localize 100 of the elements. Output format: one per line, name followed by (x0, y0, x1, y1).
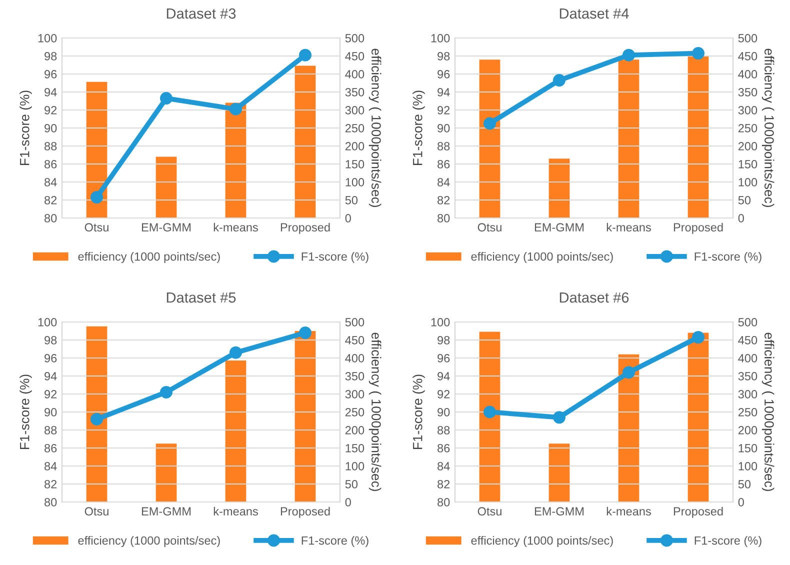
y-tick-label: 84 (438, 462, 450, 470)
bar (548, 444, 570, 502)
y-tick-label: 98 (44, 336, 57, 344)
y2-tick-label: 150 (738, 160, 758, 168)
bar (479, 332, 500, 502)
y2-tick-label: 50 (345, 196, 358, 204)
x-tick-label: EM-GMM (534, 223, 584, 232)
y-tick-label: 98 (438, 52, 450, 60)
y-tick-label: 96 (438, 354, 450, 362)
y2-tick-label: 450 (738, 52, 758, 60)
y-tick-label: 90 (44, 408, 57, 416)
y2-tick-label: 400 (345, 354, 364, 362)
y-tick-label: 94 (44, 372, 57, 380)
chart-title: Dataset #3 (166, 8, 236, 19)
y2-tick-label: 300 (738, 106, 758, 114)
y2-tick-label: 250 (345, 408, 364, 416)
y-tick-label: 92 (44, 390, 57, 398)
point (692, 47, 704, 60)
y2-tick-label: 450 (345, 52, 364, 60)
x-tick-label: k-means (214, 222, 258, 232)
y2-tick-label: 200 (345, 426, 364, 434)
y-tick-label: 90 (44, 124, 57, 132)
y-tick-label: 80 (438, 214, 450, 222)
bar (479, 60, 500, 218)
x-tick-label: Otsu (478, 223, 502, 232)
x-tick-label: k-means (606, 506, 651, 516)
y-tick-label: 94 (438, 372, 450, 380)
y2-tick-label: 100 (346, 178, 364, 186)
x-tick-label: k-means (606, 222, 651, 232)
legend-label: F1-score (%) (694, 536, 762, 548)
x-tick-label: Otsu (84, 223, 108, 232)
y-axis-title: F1-score (%) (412, 90, 425, 166)
x-tick-label: k-means (214, 506, 258, 516)
y2-tick-label: 50 (345, 480, 358, 488)
x-tick-label: EM-GMM (142, 507, 191, 516)
x-tick-label: Otsu (84, 507, 108, 516)
y-tick-label: 100 (38, 34, 57, 42)
y2-tick-label: 500 (345, 34, 364, 42)
y2-axis-title: efficiency ( 1000points/sec) (762, 332, 774, 492)
y-tick-label: 96 (438, 70, 450, 78)
y2-tick-label: 50 (738, 480, 751, 488)
y-tick-label: 98 (438, 336, 450, 344)
y-tick-label: 100 (38, 318, 57, 326)
point (299, 326, 312, 340)
y2-tick-label: 0 (738, 498, 744, 506)
y2-tick-label: 400 (738, 354, 758, 362)
y2-tick-label: 100 (346, 462, 364, 470)
y-axis-title: F1-score (%) (412, 374, 425, 450)
y-tick-label: 88 (438, 426, 450, 434)
y-tick-label: 88 (44, 142, 57, 150)
point (90, 412, 103, 426)
y2-tick-label: 0 (738, 214, 744, 222)
y2-tick-label: 150 (346, 160, 364, 168)
bar (548, 158, 570, 218)
y2-tick-label: 100 (738, 462, 758, 470)
y2-tick-label: 250 (738, 124, 758, 132)
y-tick-label: 86 (438, 444, 450, 452)
y2-axis-title: efficiency ( 1000points/sec) (368, 48, 382, 208)
y-tick-label: 86 (44, 444, 57, 452)
point (553, 74, 566, 87)
x-tick-label: EM-GMM (142, 223, 191, 232)
y2-tick-label: 350 (345, 88, 364, 96)
y-tick-label: 80 (44, 214, 57, 222)
legend-label: efficiency (1000 points/sec) (78, 536, 220, 548)
point (622, 48, 635, 62)
y-axis-title: F1-score (%) (20, 374, 32, 450)
legend-label: efficiency (1000 points/sec) (78, 252, 220, 264)
y2-tick-label: 200 (738, 426, 758, 434)
point (90, 191, 103, 204)
legend-label: F1-score (%) (302, 536, 368, 548)
y2-tick-label: 350 (738, 372, 758, 380)
bar (156, 156, 177, 218)
x-tick-label: Otsu (478, 507, 502, 516)
x-tick-label: Proposed (280, 222, 330, 234)
y2-tick-label: 250 (738, 408, 758, 416)
y2-tick-label: 150 (346, 444, 364, 452)
y2-tick-label: 400 (345, 70, 364, 78)
y2-tick-label: 300 (738, 390, 758, 398)
y2-tick-label: 500 (345, 318, 364, 326)
bar (225, 102, 246, 218)
bar (618, 354, 640, 502)
y2-tick-label: 500 (738, 318, 758, 326)
point (622, 366, 635, 379)
y-axis-title: F1-score (%) (20, 90, 32, 166)
bar (86, 82, 108, 218)
bar (86, 326, 108, 502)
y-tick-label: 92 (438, 106, 450, 114)
bar (156, 444, 177, 502)
y-tick-label: 98 (44, 52, 57, 60)
y2-tick-label: 450 (345, 336, 364, 344)
y2-tick-label: 400 (738, 70, 758, 78)
y2-tick-label: 300 (345, 390, 364, 398)
point (553, 411, 566, 424)
y-tick-label: 90 (438, 408, 450, 416)
y-tick-label: 100 (431, 318, 450, 326)
point (160, 92, 172, 105)
legend-label: efficiency (1000 points/sec) (471, 536, 613, 548)
y-tick-label: 84 (438, 178, 450, 186)
y-tick-label: 80 (438, 498, 450, 506)
y-tick-label: 88 (438, 142, 450, 150)
